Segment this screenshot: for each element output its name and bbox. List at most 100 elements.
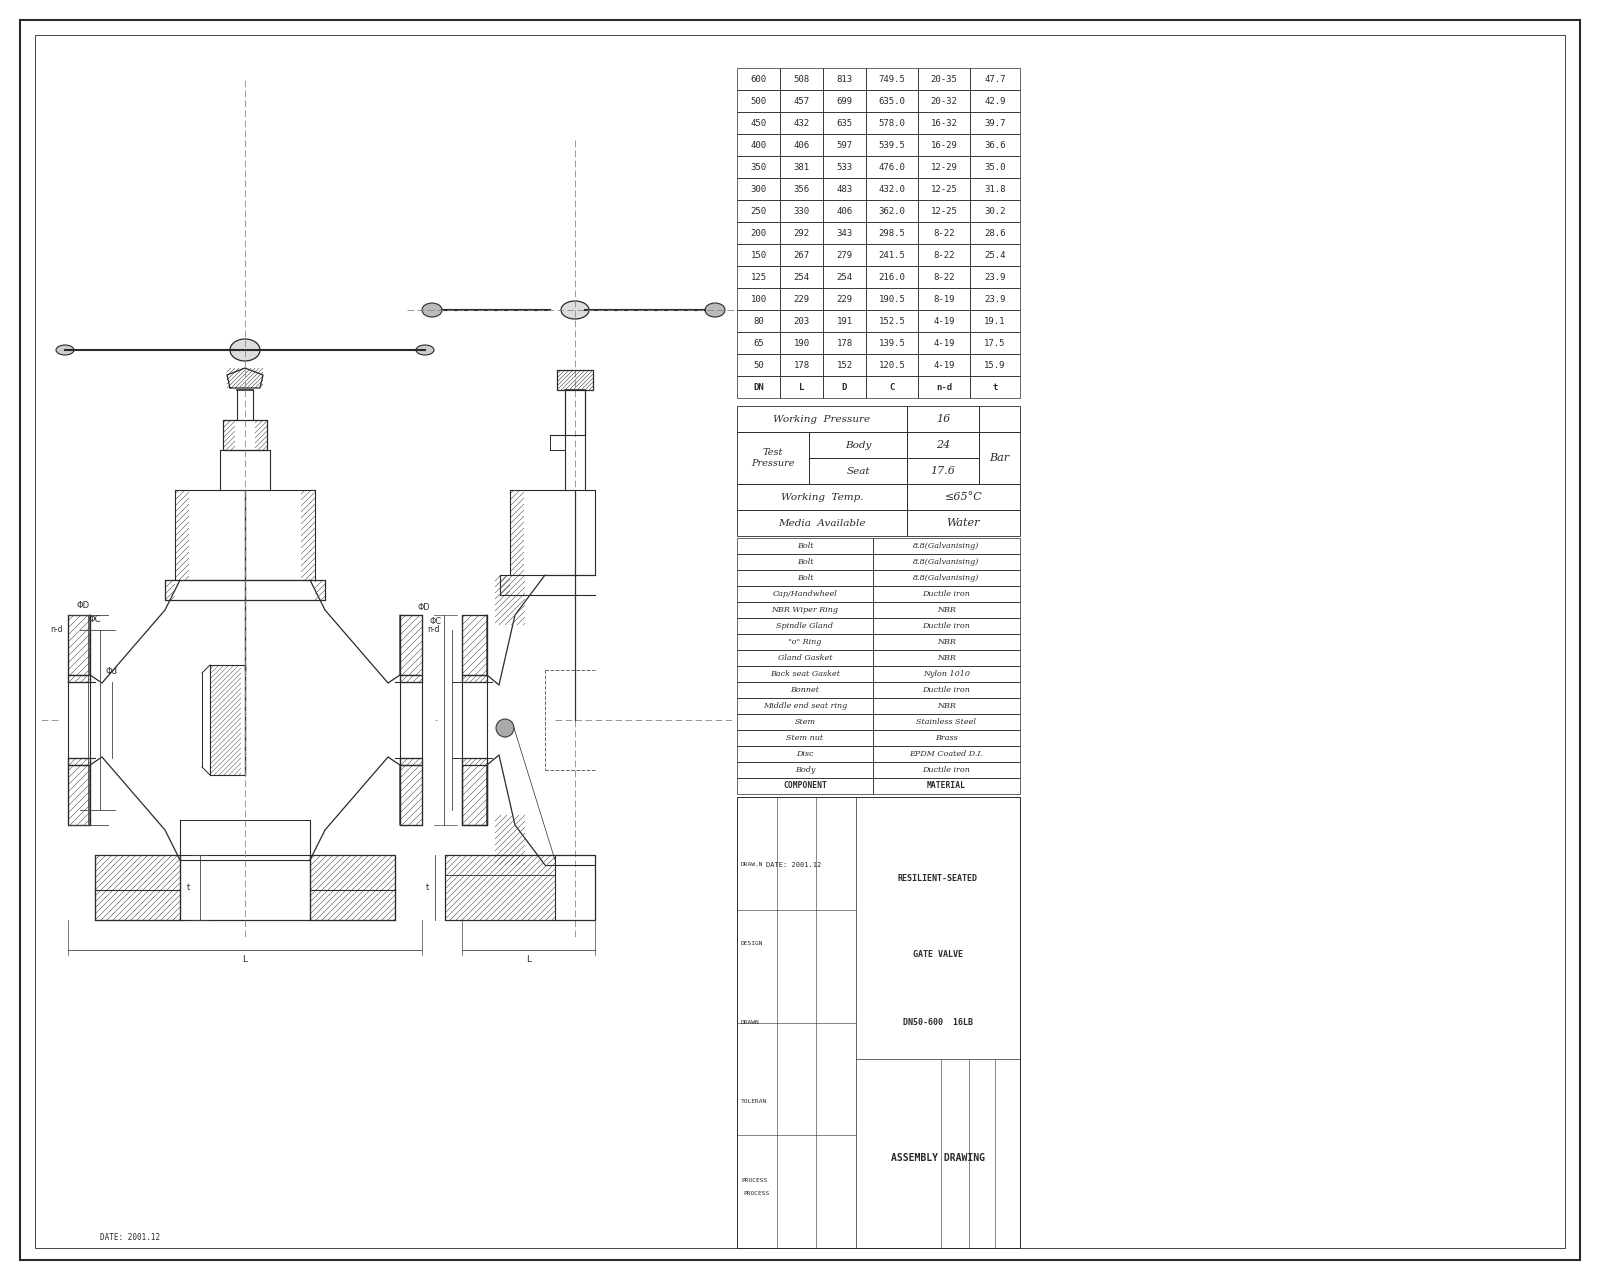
- Bar: [738, 406, 907, 431]
- Text: 254: 254: [794, 273, 810, 282]
- Bar: [874, 778, 1021, 794]
- Bar: [738, 746, 874, 762]
- Text: Stem: Stem: [794, 718, 816, 726]
- Bar: [822, 134, 866, 156]
- Text: 8.8(Galvanising): 8.8(Galvanising): [914, 541, 979, 550]
- Bar: [970, 266, 1021, 288]
- Text: Media  Available: Media Available: [778, 518, 866, 527]
- Text: 8-19: 8-19: [933, 294, 955, 303]
- Text: 356: 356: [794, 184, 810, 193]
- Bar: [866, 288, 918, 310]
- Text: NBR: NBR: [938, 654, 955, 662]
- Ellipse shape: [562, 301, 589, 319]
- Text: DATE: 2001.12: DATE: 2001.12: [99, 1234, 160, 1243]
- Bar: [822, 332, 866, 355]
- Text: 25.4: 25.4: [984, 251, 1006, 260]
- Text: 216.0: 216.0: [878, 273, 906, 282]
- Bar: [738, 288, 781, 310]
- Bar: [822, 90, 866, 111]
- Ellipse shape: [416, 346, 434, 355]
- Bar: [918, 221, 970, 244]
- Text: Middle end seat ring: Middle end seat ring: [763, 701, 846, 710]
- Text: ASSEMBLY DRAWING: ASSEMBLY DRAWING: [891, 1153, 986, 1162]
- Bar: [738, 682, 874, 698]
- Bar: [874, 538, 1021, 554]
- Text: DN50-600  16LB: DN50-600 16LB: [902, 1018, 973, 1027]
- Bar: [874, 698, 1021, 714]
- Bar: [822, 156, 866, 178]
- Bar: [970, 68, 1021, 90]
- Bar: [781, 332, 822, 355]
- Bar: [738, 111, 781, 134]
- Text: 500: 500: [750, 96, 766, 105]
- Bar: [822, 376, 866, 398]
- Text: t: t: [186, 883, 190, 892]
- Text: 406: 406: [837, 206, 853, 215]
- Text: 191: 191: [837, 316, 853, 325]
- Bar: [970, 355, 1021, 376]
- Text: 578.0: 578.0: [878, 119, 906, 128]
- Text: 362.0: 362.0: [878, 206, 906, 215]
- Text: 350: 350: [750, 163, 766, 172]
- Text: Bolt: Bolt: [797, 558, 813, 566]
- Bar: [918, 68, 970, 90]
- Bar: [781, 355, 822, 376]
- Bar: [907, 458, 979, 484]
- Bar: [918, 266, 970, 288]
- Text: Φd: Φd: [106, 667, 118, 677]
- Bar: [781, 221, 822, 244]
- Text: 17.6: 17.6: [931, 466, 955, 476]
- Text: 47.7: 47.7: [984, 74, 1006, 83]
- Text: ΦD: ΦD: [418, 603, 430, 612]
- Text: 120.5: 120.5: [878, 361, 906, 370]
- Bar: [738, 244, 781, 266]
- Text: 31.8: 31.8: [984, 184, 1006, 193]
- Bar: [822, 288, 866, 310]
- Text: 4-19: 4-19: [933, 361, 955, 370]
- Text: 300: 300: [750, 184, 766, 193]
- Text: L: L: [798, 383, 805, 392]
- Bar: [970, 178, 1021, 200]
- Text: GATE VALVE: GATE VALVE: [914, 950, 963, 959]
- Bar: [822, 178, 866, 200]
- Text: 597: 597: [837, 141, 853, 150]
- Bar: [907, 509, 1021, 536]
- Bar: [738, 538, 874, 554]
- Bar: [874, 650, 1021, 666]
- Bar: [970, 221, 1021, 244]
- Text: 4-19: 4-19: [933, 316, 955, 325]
- Text: RESILIENT-SEATED: RESILIENT-SEATED: [898, 874, 978, 883]
- Bar: [738, 618, 874, 634]
- Text: 20-32: 20-32: [931, 96, 957, 105]
- Bar: [918, 310, 970, 332]
- Bar: [866, 310, 918, 332]
- Text: 699: 699: [837, 96, 853, 105]
- Text: 152.5: 152.5: [878, 316, 906, 325]
- Bar: [874, 746, 1021, 762]
- Text: 65: 65: [754, 338, 763, 347]
- Text: 539.5: 539.5: [878, 141, 906, 150]
- Bar: [874, 554, 1021, 570]
- Text: 432: 432: [794, 119, 810, 128]
- Text: 343: 343: [837, 229, 853, 238]
- Text: 813: 813: [837, 74, 853, 83]
- Bar: [738, 355, 781, 376]
- Bar: [738, 484, 907, 509]
- Text: MATERIAL: MATERIAL: [926, 782, 966, 791]
- Bar: [866, 111, 918, 134]
- Text: L: L: [526, 955, 531, 965]
- Text: 457: 457: [794, 96, 810, 105]
- Text: Stainless Steel: Stainless Steel: [917, 718, 976, 726]
- Bar: [866, 156, 918, 178]
- Text: 254: 254: [837, 273, 853, 282]
- Text: 17.5: 17.5: [984, 338, 1006, 347]
- Bar: [738, 68, 781, 90]
- Text: Water: Water: [947, 518, 981, 527]
- Bar: [738, 431, 810, 484]
- Text: 23.9: 23.9: [984, 273, 1006, 282]
- Text: 400: 400: [750, 141, 766, 150]
- Bar: [907, 406, 979, 431]
- Bar: [822, 111, 866, 134]
- Text: Seat: Seat: [846, 466, 870, 475]
- Text: 36.6: 36.6: [984, 141, 1006, 150]
